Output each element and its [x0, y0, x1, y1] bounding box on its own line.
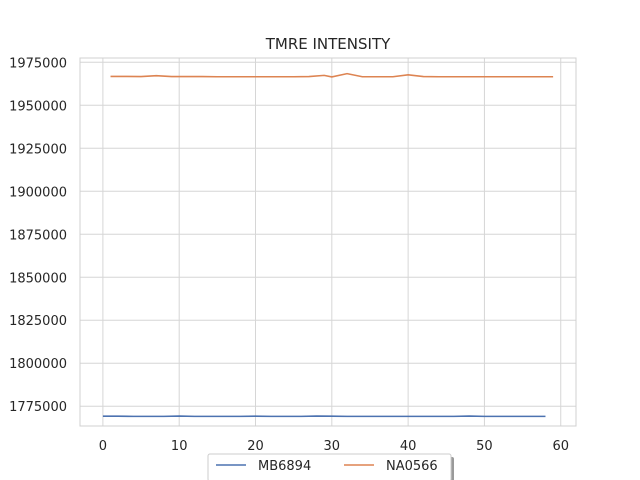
y-tick-label: 1925000: [9, 142, 67, 157]
y-tick-label: 1825000: [9, 314, 67, 329]
y-tick-label: 1775000: [9, 400, 67, 415]
x-tick-label: 40: [400, 439, 417, 454]
legend-label-mb6894: MB6894: [258, 459, 311, 474]
x-tick-label: 0: [99, 439, 107, 454]
series-lines: [102, 72, 554, 418]
x-tick-label: 30: [324, 439, 341, 454]
legend-label-na0566: NA0566: [386, 459, 438, 474]
y-tick-label: 1800000: [9, 357, 67, 372]
legend-box: [207, 453, 452, 480]
plot-frame: [79, 57, 577, 427]
x-axis-ticks: 0 10 20 30 40 50 60: [99, 439, 569, 454]
grid: [80, 58, 576, 426]
series-line-na0566: [110, 72, 554, 78]
x-tick-label: 20: [247, 439, 264, 454]
y-tick-label: 1900000: [9, 185, 67, 200]
chart-title: TMRE INTENSITY: [265, 35, 391, 53]
y-tick-label: 1950000: [9, 99, 67, 114]
y-tick-label: 1975000: [9, 56, 67, 71]
x-tick-label: 60: [552, 439, 569, 454]
x-tick-label: 10: [171, 439, 188, 454]
y-tick-label: 1875000: [9, 228, 67, 243]
y-axis-ticks: 1775000 1800000 1825000 1850000 1875000 19000…: [9, 56, 67, 415]
y-tick-label: 1850000: [9, 271, 67, 286]
legend: MB6894 NA0566: [207, 453, 454, 480]
x-tick-label: 50: [476, 439, 493, 454]
